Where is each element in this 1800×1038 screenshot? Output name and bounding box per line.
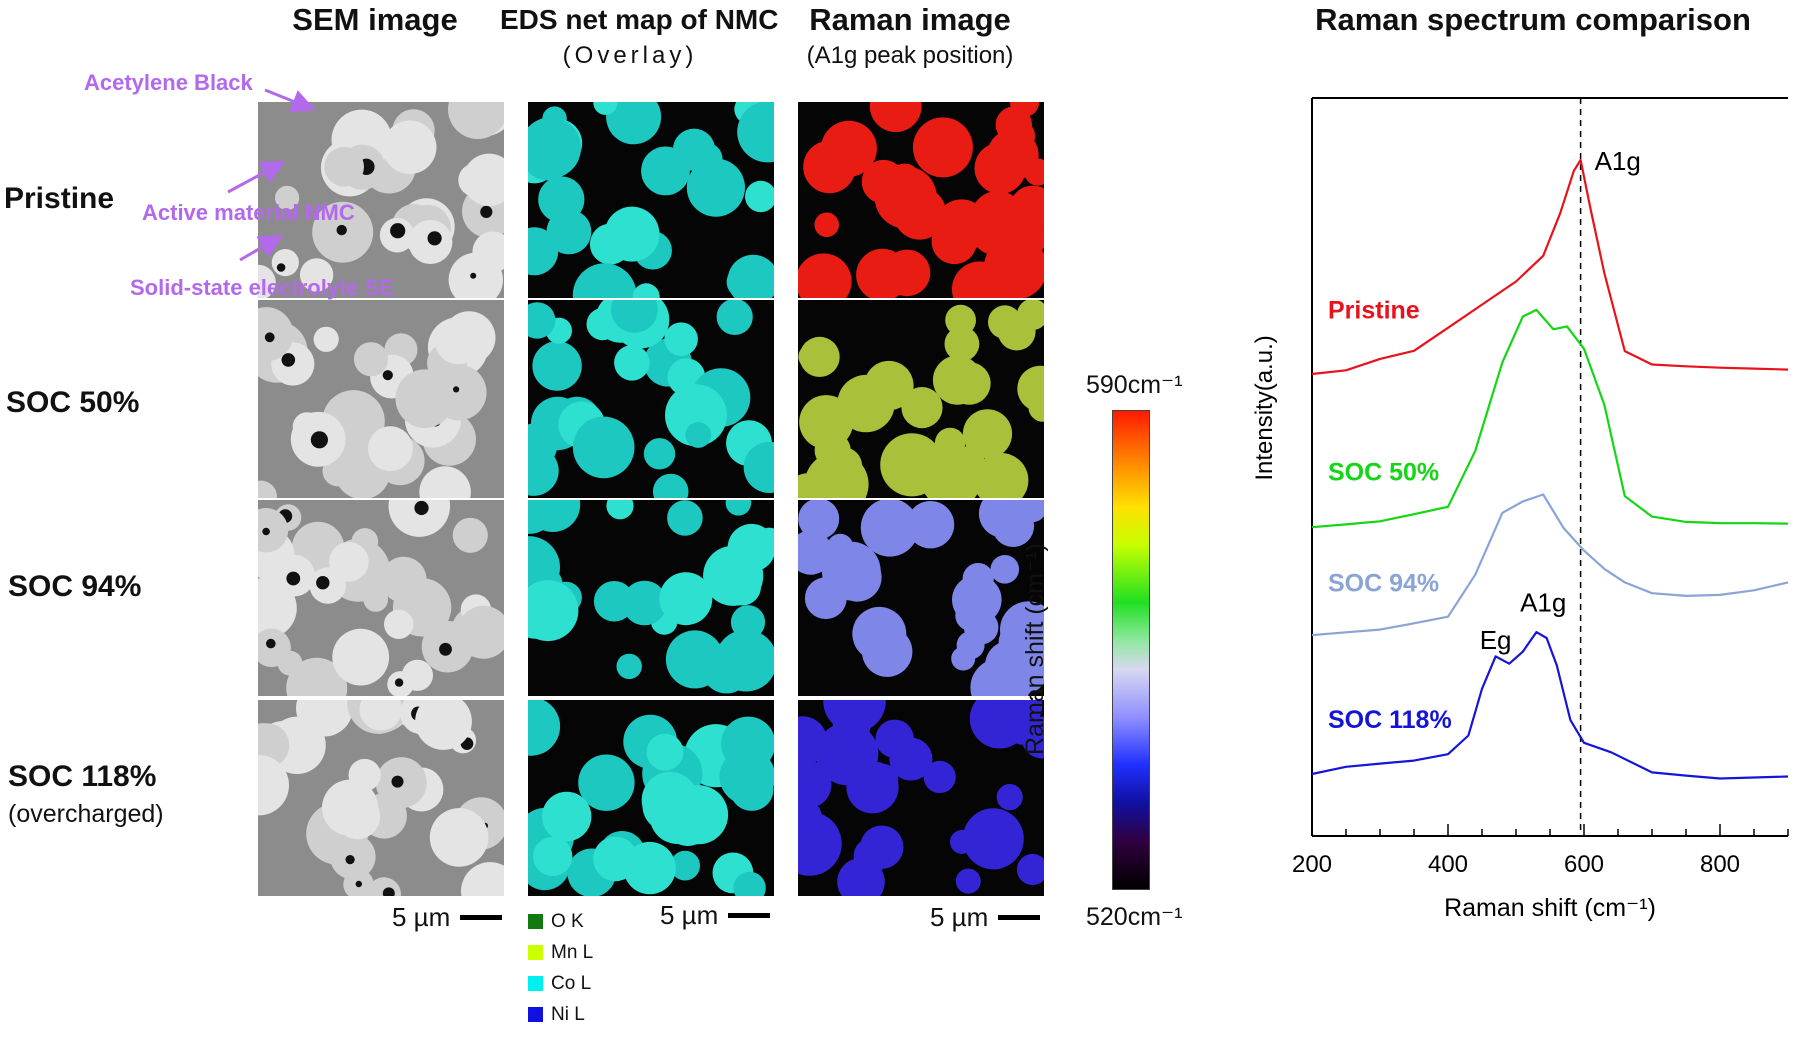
eds-legend-item: O K [528, 906, 593, 937]
eds-map-row-4 [528, 700, 774, 896]
sem-image-row-3 [258, 500, 504, 696]
scalebar-eds: 5 µm [660, 900, 771, 931]
scalebar-eds-label: 5 µm [660, 900, 719, 930]
x-tick-label: 800 [1700, 851, 1740, 878]
eds-legend-swatch [528, 914, 543, 929]
annotation-active-material: Active material NMC [142, 200, 355, 225]
x-tick-label: 400 [1428, 851, 1468, 878]
series-label-2: SOC 50% [1328, 459, 1439, 487]
raman-map-row-4 [798, 700, 1044, 896]
raman-map-row-3 [798, 500, 1044, 696]
raman-column-title: Raman image [809, 2, 1011, 37]
eds-legend-swatch [528, 976, 543, 991]
scalebar-raman-label: 5 µm [930, 902, 989, 932]
eds-legend-swatch [528, 945, 543, 960]
scalebar-eds-bar [728, 913, 771, 918]
eds-legend-label: O K [551, 910, 584, 932]
eds-map-row-3 [528, 500, 774, 696]
raman-map-row-2 [798, 300, 1044, 498]
eds-column-title: EDS net map of NMC [500, 4, 779, 35]
row-sublabel-overcharged: (overcharged) [8, 800, 164, 828]
row-label-soc118: SOC 118% [8, 760, 157, 793]
x-axis-label: Raman shift (cm⁻¹) [1444, 894, 1656, 922]
series-line-3 [1311, 493, 1789, 637]
annotation-solid-electrolyte: Solid-state electrolyte SE [130, 275, 395, 300]
eds-legend: O K Mn L Co L Ni L [528, 906, 593, 1030]
raman-colorbar [1112, 410, 1150, 890]
x-tick-label: 600 [1564, 851, 1604, 878]
series-line-1 [1311, 158, 1789, 376]
x-tick-label: 200 [1292, 851, 1332, 878]
series-label-3: SOC 94% [1328, 569, 1439, 597]
eds-legend-swatch [528, 1007, 543, 1022]
chart-title: Raman spectrum comparison [1315, 2, 1751, 37]
sem-image-row-4 [258, 700, 504, 896]
a1g-reference-label: A1g [1595, 146, 1641, 176]
series-line-4 [1311, 631, 1789, 780]
scalebar-sem-bar [460, 915, 503, 920]
row-label-soc94: SOC 94% [8, 570, 142, 603]
eds-column-subtitle: (Overlay) [562, 42, 698, 69]
sem-column-title: SEM image [292, 2, 458, 37]
series-label-4: SOC 118% [1328, 706, 1452, 734]
eds-map-row-2 [528, 300, 774, 498]
series-line-2 [1311, 308, 1789, 529]
series-label-1: Pristine [1328, 296, 1420, 324]
raman-spectrum-chart: 200 400 600 800 A1g Pristine SOC 50% SOC 94% SOC… [1251, 97, 1789, 922]
scalebar-sem: 5 µm [392, 902, 503, 933]
eds-legend-label: Ni L [551, 1003, 585, 1025]
row-label-soc50: SOC 50% [6, 386, 140, 419]
raman-column-subtitle: (A1g peak position) [806, 42, 1014, 69]
annotation-arrows [227, 88, 316, 262]
colorbar-bottom-label: 520cm⁻¹ [1086, 903, 1183, 931]
raman-map-row-1 [798, 102, 1044, 298]
eds-legend-label: Co L [551, 972, 592, 994]
sem-image-row-2 [258, 300, 504, 498]
peak-label-eg: Eg [1480, 625, 1512, 655]
eds-legend-item: Co L [528, 968, 593, 999]
eds-legend-item: Mn L [528, 937, 593, 968]
colorbar-axis-label: Raman shift (cm⁻¹) [1021, 543, 1049, 755]
annotation-acetylene-black: Acetylene Black [84, 70, 253, 95]
scalebar-raman: 5 µm [930, 902, 1041, 933]
sem-image-row-1 [258, 102, 504, 298]
peak-label-a1g: A1g [1520, 587, 1566, 617]
colorbar-top-label: 590cm⁻¹ [1086, 371, 1183, 399]
scalebar-sem-label: 5 µm [392, 902, 451, 932]
eds-map-row-1 [528, 102, 774, 298]
eds-legend-item: Ni L [528, 999, 593, 1030]
eds-legend-label: Mn L [551, 941, 594, 963]
y-axis-label: Intensity(a.u.) [1251, 335, 1278, 480]
scalebar-raman-bar [998, 915, 1041, 920]
row-label-pristine: Pristine [4, 182, 115, 215]
